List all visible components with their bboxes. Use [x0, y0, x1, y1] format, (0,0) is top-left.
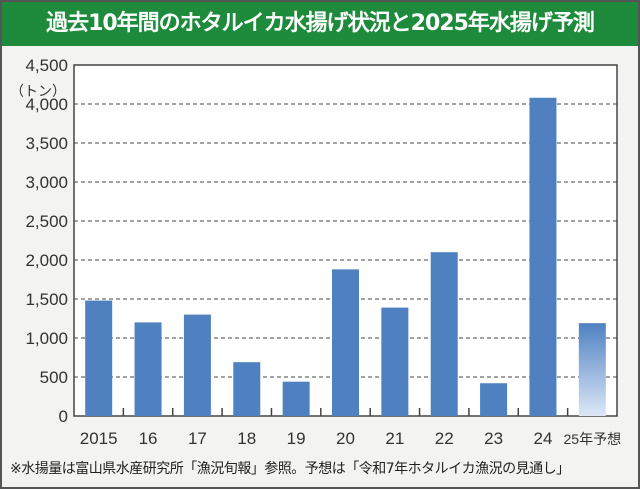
bar [529, 97, 557, 416]
chart-title: 過去10年間のホタルイカ水揚げ状況と2025年水揚げ予測 [2, 2, 638, 46]
y-tick-label: 3,500 [25, 134, 68, 153]
footnote: ※水揚量は富山県水産研究所「漁況旬報」参照。予想は「令和7年ホタルイカ漁況の見通… [10, 461, 570, 477]
x-tick-label: 22 [435, 429, 454, 448]
x-tick-label: 25年予想 [564, 431, 622, 447]
x-tick-label: 17 [188, 429, 207, 448]
x-tick-label: 23 [484, 429, 503, 448]
y-tick-label: 1,000 [25, 329, 68, 348]
x-tick-label: 16 [139, 429, 158, 448]
bar [85, 300, 113, 416]
bar [134, 322, 162, 416]
bar [430, 252, 458, 416]
y-tick-label: 4,500 [25, 56, 68, 75]
bar [282, 381, 310, 416]
y-axis-unit-label: （トン） [10, 83, 66, 99]
x-tick-label: 18 [237, 429, 256, 448]
forecast-bar [578, 323, 606, 416]
y-tick-label: 4,000 [25, 95, 68, 114]
y-tick-label: 3,000 [25, 173, 68, 192]
x-tick-label: 20 [336, 429, 355, 448]
bar [233, 362, 261, 416]
x-tick-label: 24 [533, 429, 552, 448]
y-tick-label: 2,000 [25, 251, 68, 270]
bar [381, 307, 409, 416]
y-tick-label: 1,500 [25, 290, 68, 309]
y-tick-label: 500 [40, 368, 68, 387]
bar [332, 269, 359, 416]
bar [480, 383, 508, 416]
y-tick-label: 0 [59, 407, 68, 426]
x-tick-label: 21 [385, 429, 404, 448]
x-tick-label: 2015 [80, 429, 118, 448]
x-tick-label: 19 [287, 429, 306, 448]
bar [183, 314, 211, 416]
y-tick-label: 2,500 [25, 212, 68, 231]
